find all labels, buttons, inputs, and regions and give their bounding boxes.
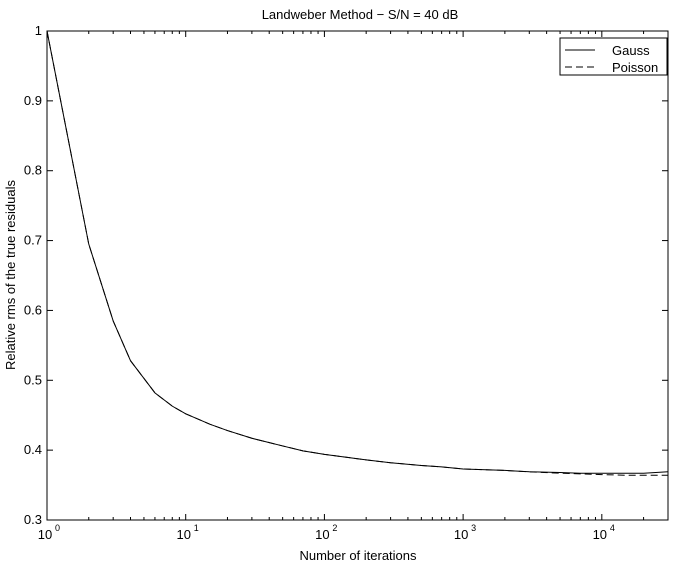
y-tick-label: 0.4 [24,442,42,457]
y-tick-label: 1 [35,23,42,38]
x-tick-label-base: 10 [176,527,190,542]
series-line-poisson [46,30,668,476]
x-axis-label: Number of iterations [299,548,417,563]
y-tick-label: 0.7 [24,233,42,248]
x-tick-label-exponent: 3 [471,523,476,533]
x-tick-label-exponent: 4 [610,523,615,533]
x-tick-label-exponent: 1 [194,523,199,533]
x-tick-label-base: 10 [454,527,468,542]
y-tick-label: 0.8 [24,163,42,178]
x-tick-label: 10 1 [176,523,198,542]
x-tick-label: 10 2 [315,523,337,542]
x-tick-label-base: 10 [593,527,607,542]
y-tick-label: 0.9 [24,93,42,108]
y-tick-label: 0.6 [24,302,42,317]
x-tick-label: 10 0 [38,523,60,542]
x-tick-label-exponent: 2 [332,523,337,533]
legend: Gauss Poisson [559,37,668,76]
legend-label-gauss: Gauss [612,43,650,58]
legend-label-poisson: Poisson [612,60,658,75]
x-tick-label: 10 4 [593,523,615,542]
y-tick-label: 0.5 [24,372,42,387]
y-axis-label: Relative rms of the true residuals [3,179,18,370]
x-tick-label-base: 10 [38,527,52,542]
plot-area [46,30,669,521]
x-tick-label-base: 10 [315,527,329,542]
x-tick-label-exponent: 0 [55,523,60,533]
x-tick-label: 10 3 [454,523,476,542]
chart-title: Landweber Method − S/N = 40 dB [262,7,459,22]
legend-box [559,37,668,76]
y-tick-label: 0.3 [24,512,42,527]
